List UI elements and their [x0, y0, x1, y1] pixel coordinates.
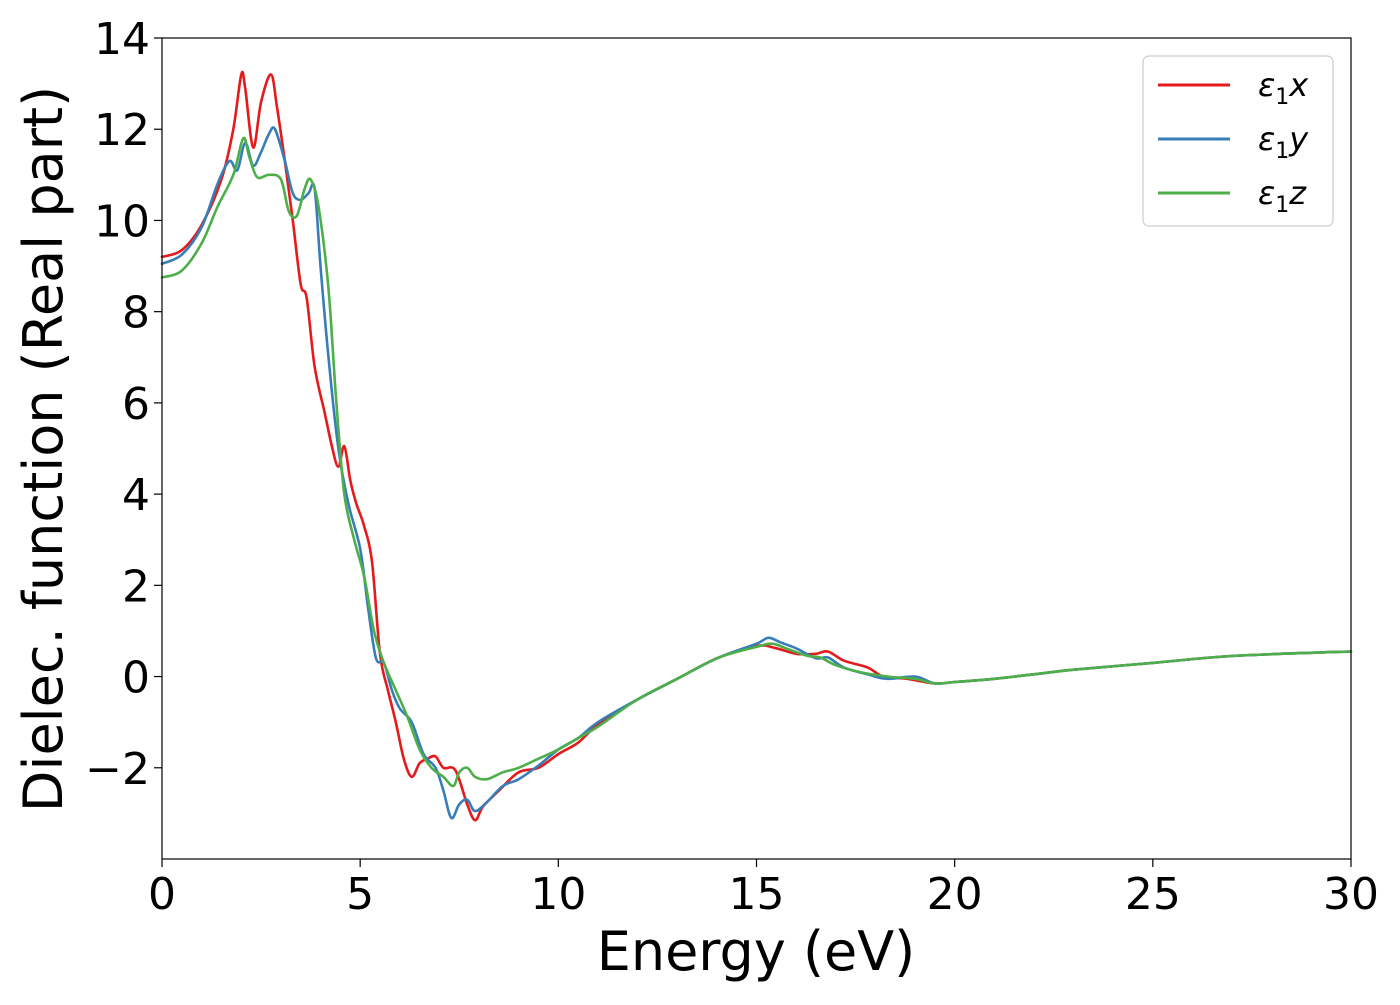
y-tick-label: 8 [122, 288, 150, 339]
y-axis-ticks: −2 0 2 4 6 8 10 12 14 [85, 14, 162, 795]
x-tick-label: 0 [148, 869, 176, 920]
x-tick-label: 25 [1125, 869, 1181, 920]
series-layer [160, 70, 1353, 822]
y-tick-label: 2 [122, 561, 150, 612]
x-axis-title: Energy (eV) [597, 920, 916, 983]
x-tick-label: 10 [530, 869, 586, 920]
y-tick-label: 0 [122, 653, 150, 704]
series-line-x [160, 70, 1353, 822]
x-tick-label: 20 [927, 869, 983, 920]
legend: ε1x ε1y ε1z [1142, 55, 1334, 227]
series-line-z [160, 136, 1353, 788]
x-tick-label: 5 [346, 869, 374, 920]
y-axis-title: Dielec. function (Real part) [12, 86, 75, 812]
x-tick-label: 30 [1323, 869, 1379, 920]
y-tick-label: 4 [122, 470, 150, 521]
legend-box [1142, 55, 1334, 227]
legend-label-y: ε1y [1258, 120, 1309, 164]
legend-label-x: ε1x [1258, 66, 1309, 110]
y-tick-label: 12 [94, 105, 150, 156]
y-tick-label: 14 [94, 14, 150, 65]
x-tick-label: 15 [729, 869, 785, 920]
legend-label-z: ε1z [1258, 174, 1307, 218]
x-axis-ticks: 0 5 10 15 20 25 30 [148, 859, 1379, 920]
y-tick-label: 6 [122, 379, 150, 430]
y-tick-label: −2 [85, 744, 150, 795]
y-tick-label: 10 [94, 196, 150, 247]
